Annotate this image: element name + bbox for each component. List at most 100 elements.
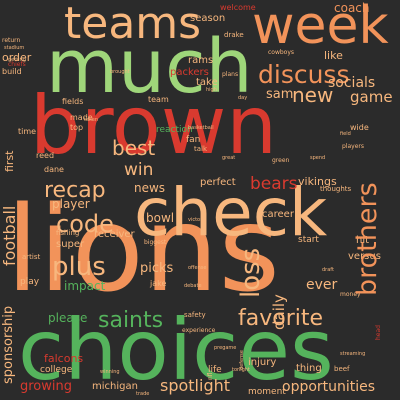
word-fields: fields <box>62 97 84 106</box>
word-player: player <box>52 197 90 211</box>
word-career: career <box>262 209 294 220</box>
word-start: start <box>298 235 319 245</box>
word-spotlight: spotlight <box>160 376 231 395</box>
word-injury-r: head <box>375 325 382 340</box>
word-moment: moment <box>248 387 286 397</box>
word-fan: fan <box>186 135 201 145</box>
word-high: high <box>206 87 217 93</box>
word-winning: winning <box>100 369 120 375</box>
word-versus: versus <box>348 251 381 262</box>
word-news: news <box>134 181 166 195</box>
word-code: code <box>56 210 114 238</box>
word-falcons: falcons <box>44 352 84 365</box>
word-impact: impact <box>64 279 106 293</box>
word-week: week <box>252 0 389 56</box>
word-taken: taken <box>84 117 98 123</box>
word-return: return <box>2 37 21 44</box>
word-perfect: perfect <box>200 177 236 188</box>
word-thing: thing <box>296 363 322 374</box>
word-like: like <box>324 49 343 62</box>
word-coach: coach <box>334 1 370 15</box>
word-season: season <box>190 13 226 24</box>
word-brown: brown <box>30 79 277 172</box>
word-growing: growing <box>20 379 72 394</box>
word-spend: spend <box>310 155 326 161</box>
word-sam: sam <box>266 87 294 102</box>
word-play: play <box>20 277 40 287</box>
word-green: green <box>272 157 290 164</box>
word-bowl: bowl <box>146 211 175 225</box>
word-cowboys: cowboys <box>268 49 295 56</box>
word-loss: loss <box>236 247 266 298</box>
word-check: check <box>134 174 328 251</box>
word-wide: wide <box>350 123 369 132</box>
word-injury: injury <box>248 357 277 368</box>
word-beef: beef <box>334 365 350 373</box>
word-tonight: tonight <box>232 367 250 373</box>
word-discuss: discuss <box>258 60 350 89</box>
word-time: time <box>18 127 37 136</box>
word-field: field <box>340 131 351 137</box>
word-drake: drake <box>224 31 244 39</box>
word-top: top <box>70 123 84 132</box>
word-experience: experience <box>182 327 216 334</box>
word-talk: talk <box>194 145 208 153</box>
word-safety: safety <box>184 311 206 319</box>
word-please: please <box>48 311 88 325</box>
word-choices: choices <box>18 301 334 399</box>
word-best: best <box>112 136 156 160</box>
word-reaction: reaction <box>156 125 193 135</box>
word-college: college <box>40 365 73 375</box>
word-reed: reed <box>36 151 55 160</box>
word-artist: artist <box>22 253 41 261</box>
word-ever: ever <box>306 277 338 293</box>
word-game: game <box>350 88 393 106</box>
word-lions: lions <box>6 180 281 318</box>
word-michigan: michigan <box>92 381 138 392</box>
word-day: day <box>238 95 248 101</box>
word-take: take <box>196 77 218 88</box>
word-pregame: pregame <box>214 345 237 351</box>
word-saints: saints <box>98 308 164 333</box>
word-favorite: favorite <box>238 306 324 331</box>
word-fishing: fishing <box>56 229 80 237</box>
word-football: football <box>0 205 19 266</box>
word-thoughts: thoughts <box>320 185 352 193</box>
word-socials: socials <box>328 75 376 91</box>
word-welcome: welcome <box>220 3 256 12</box>
word-plans: plans <box>222 71 239 78</box>
word-life: life <box>208 365 222 375</box>
word-team: team <box>148 95 169 104</box>
word-rams: rams <box>188 55 214 66</box>
word-much: much <box>46 24 253 110</box>
word-brothers: brothers <box>352 182 383 296</box>
word-packers: packers <box>170 67 209 78</box>
word-debate: debate <box>184 283 202 289</box>
word-new: new <box>292 83 334 107</box>
word-streaming: streaming <box>340 351 366 357</box>
word-draft: draft <box>322 267 334 273</box>
word-receiver: receiver <box>94 229 135 240</box>
word-plus: plus <box>52 252 106 282</box>
word-made: made <box>70 113 93 122</box>
word-first: first <box>3 150 16 173</box>
word-bears: bears <box>250 174 298 194</box>
word-basketball: basketball <box>188 125 214 131</box>
word-brought: brought <box>110 69 130 75</box>
word-super: super <box>56 239 85 250</box>
word-players: players <box>342 143 364 150</box>
word-dane: dane <box>44 165 64 174</box>
word-biggest: biggest <box>144 239 167 246</box>
word-jake: jake <box>150 279 167 288</box>
word-stadium: stadium <box>4 45 25 51</box>
word-recap: recap <box>44 178 106 203</box>
word-money: money <box>340 291 361 298</box>
word-trade: trade <box>136 391 150 397</box>
word-build: build <box>2 67 22 76</box>
word-vikings: vikings <box>298 175 337 188</box>
word-hit: hit <box>356 235 370 246</box>
word-getting: getting <box>8 57 26 63</box>
word-offense: offense <box>188 265 207 271</box>
word-order: order <box>2 51 32 64</box>
